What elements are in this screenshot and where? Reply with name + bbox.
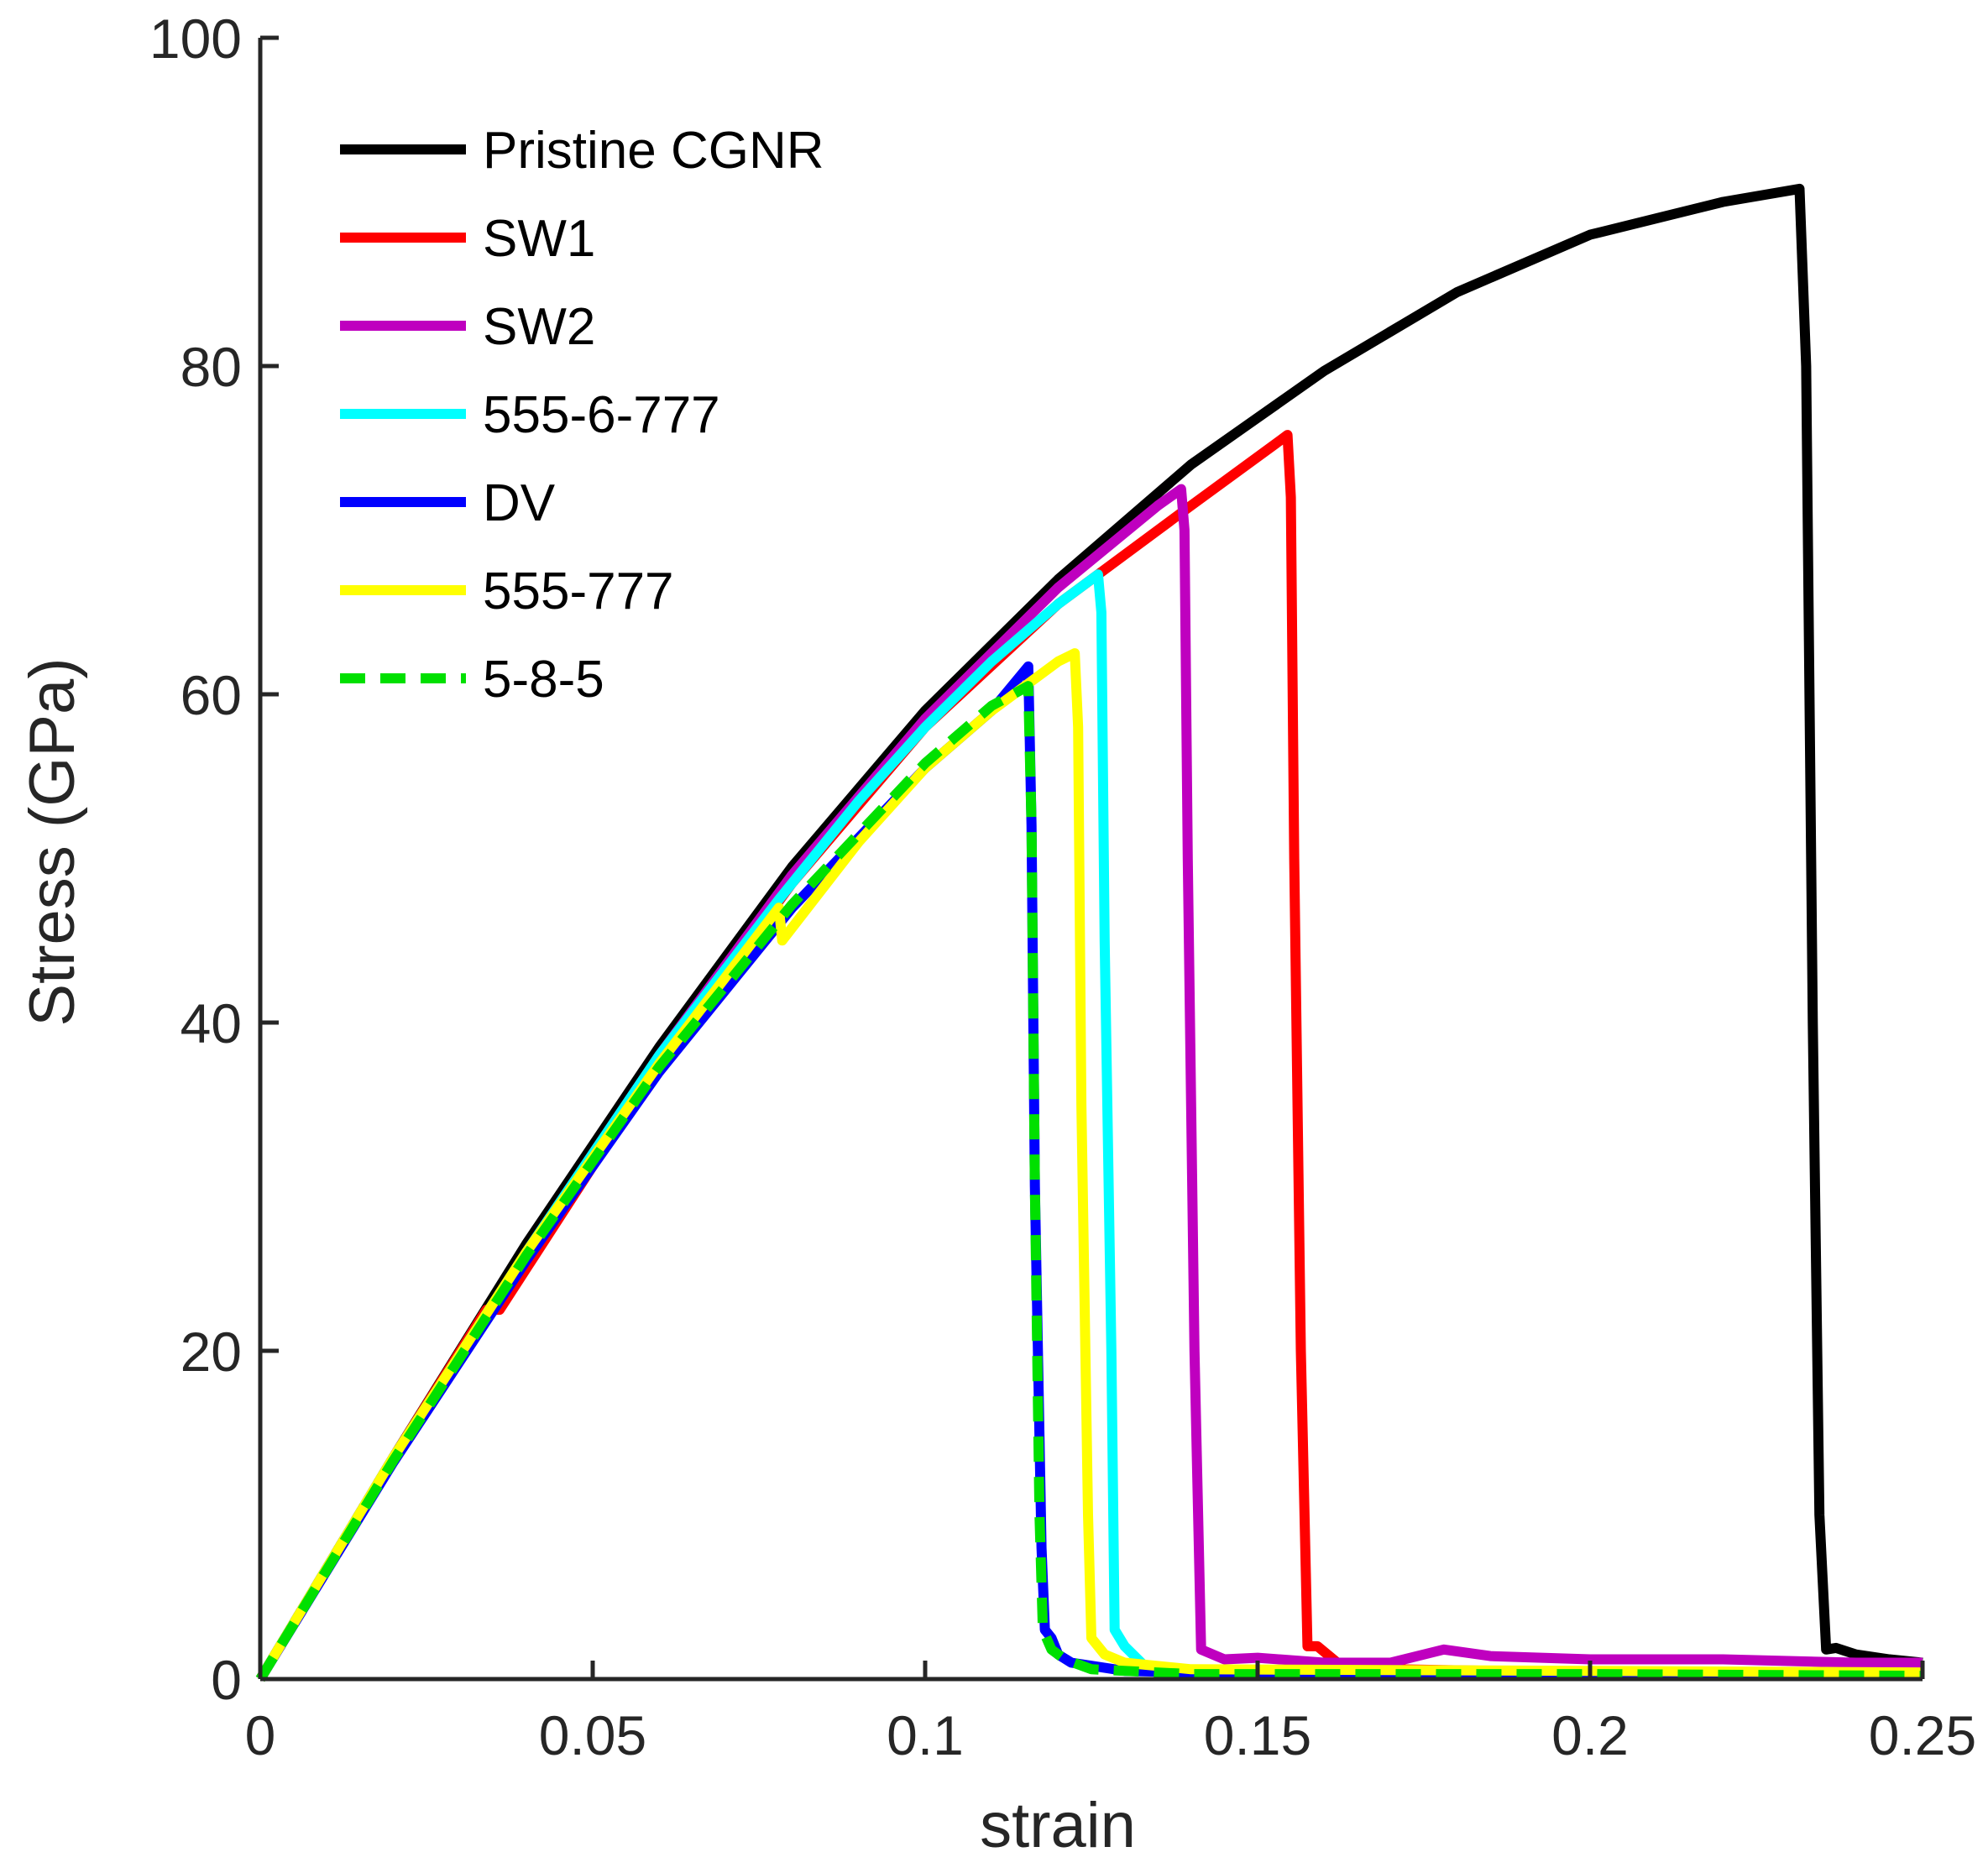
legend: Pristine CGNR SW1 SW2 555-6-777 DV 555-777 5-8… [340, 122, 824, 709]
x-tick-label: 0.1 [887, 1704, 964, 1766]
y-tick-label: 80 [180, 336, 242, 398]
legend-label: Pristine CGNR [483, 122, 824, 180]
y-tick-label: 0 [211, 1649, 242, 1711]
y-tick-label: 60 [180, 664, 242, 726]
legend-label: DV [483, 474, 556, 532]
x-tick-label: 0.05 [539, 1704, 646, 1766]
y-tick-label: 100 [149, 8, 242, 70]
series-line-5-8-5 [255, 681, 1923, 1682]
x-tick-label: 0.2 [1551, 1704, 1629, 1766]
legend-label: SW2 [483, 298, 595, 356]
y-axis-label: Stress (GPa) [17, 657, 88, 1026]
x-tick-label: 0 [245, 1704, 276, 1766]
x-axis-label: strain [980, 1790, 1136, 1861]
axes [258, 38, 1923, 1682]
ticks: 0 0.05 0.1 0.15 0.2 0.25 0 20 40 60 80 100 [149, 8, 1976, 1766]
y-tick-label: 40 [180, 992, 242, 1054]
x-tick-label: 0.15 [1204, 1704, 1311, 1766]
plot-area [255, 183, 1923, 1682]
x-tick-label: 0.25 [1869, 1704, 1976, 1766]
legend-label: SW1 [483, 210, 595, 268]
legend-label: 555-6-777 [483, 386, 720, 444]
y-tick-label: 20 [180, 1321, 242, 1383]
legend-label: 5-8-5 [483, 651, 604, 709]
legend-label: 555-777 [483, 562, 674, 620]
